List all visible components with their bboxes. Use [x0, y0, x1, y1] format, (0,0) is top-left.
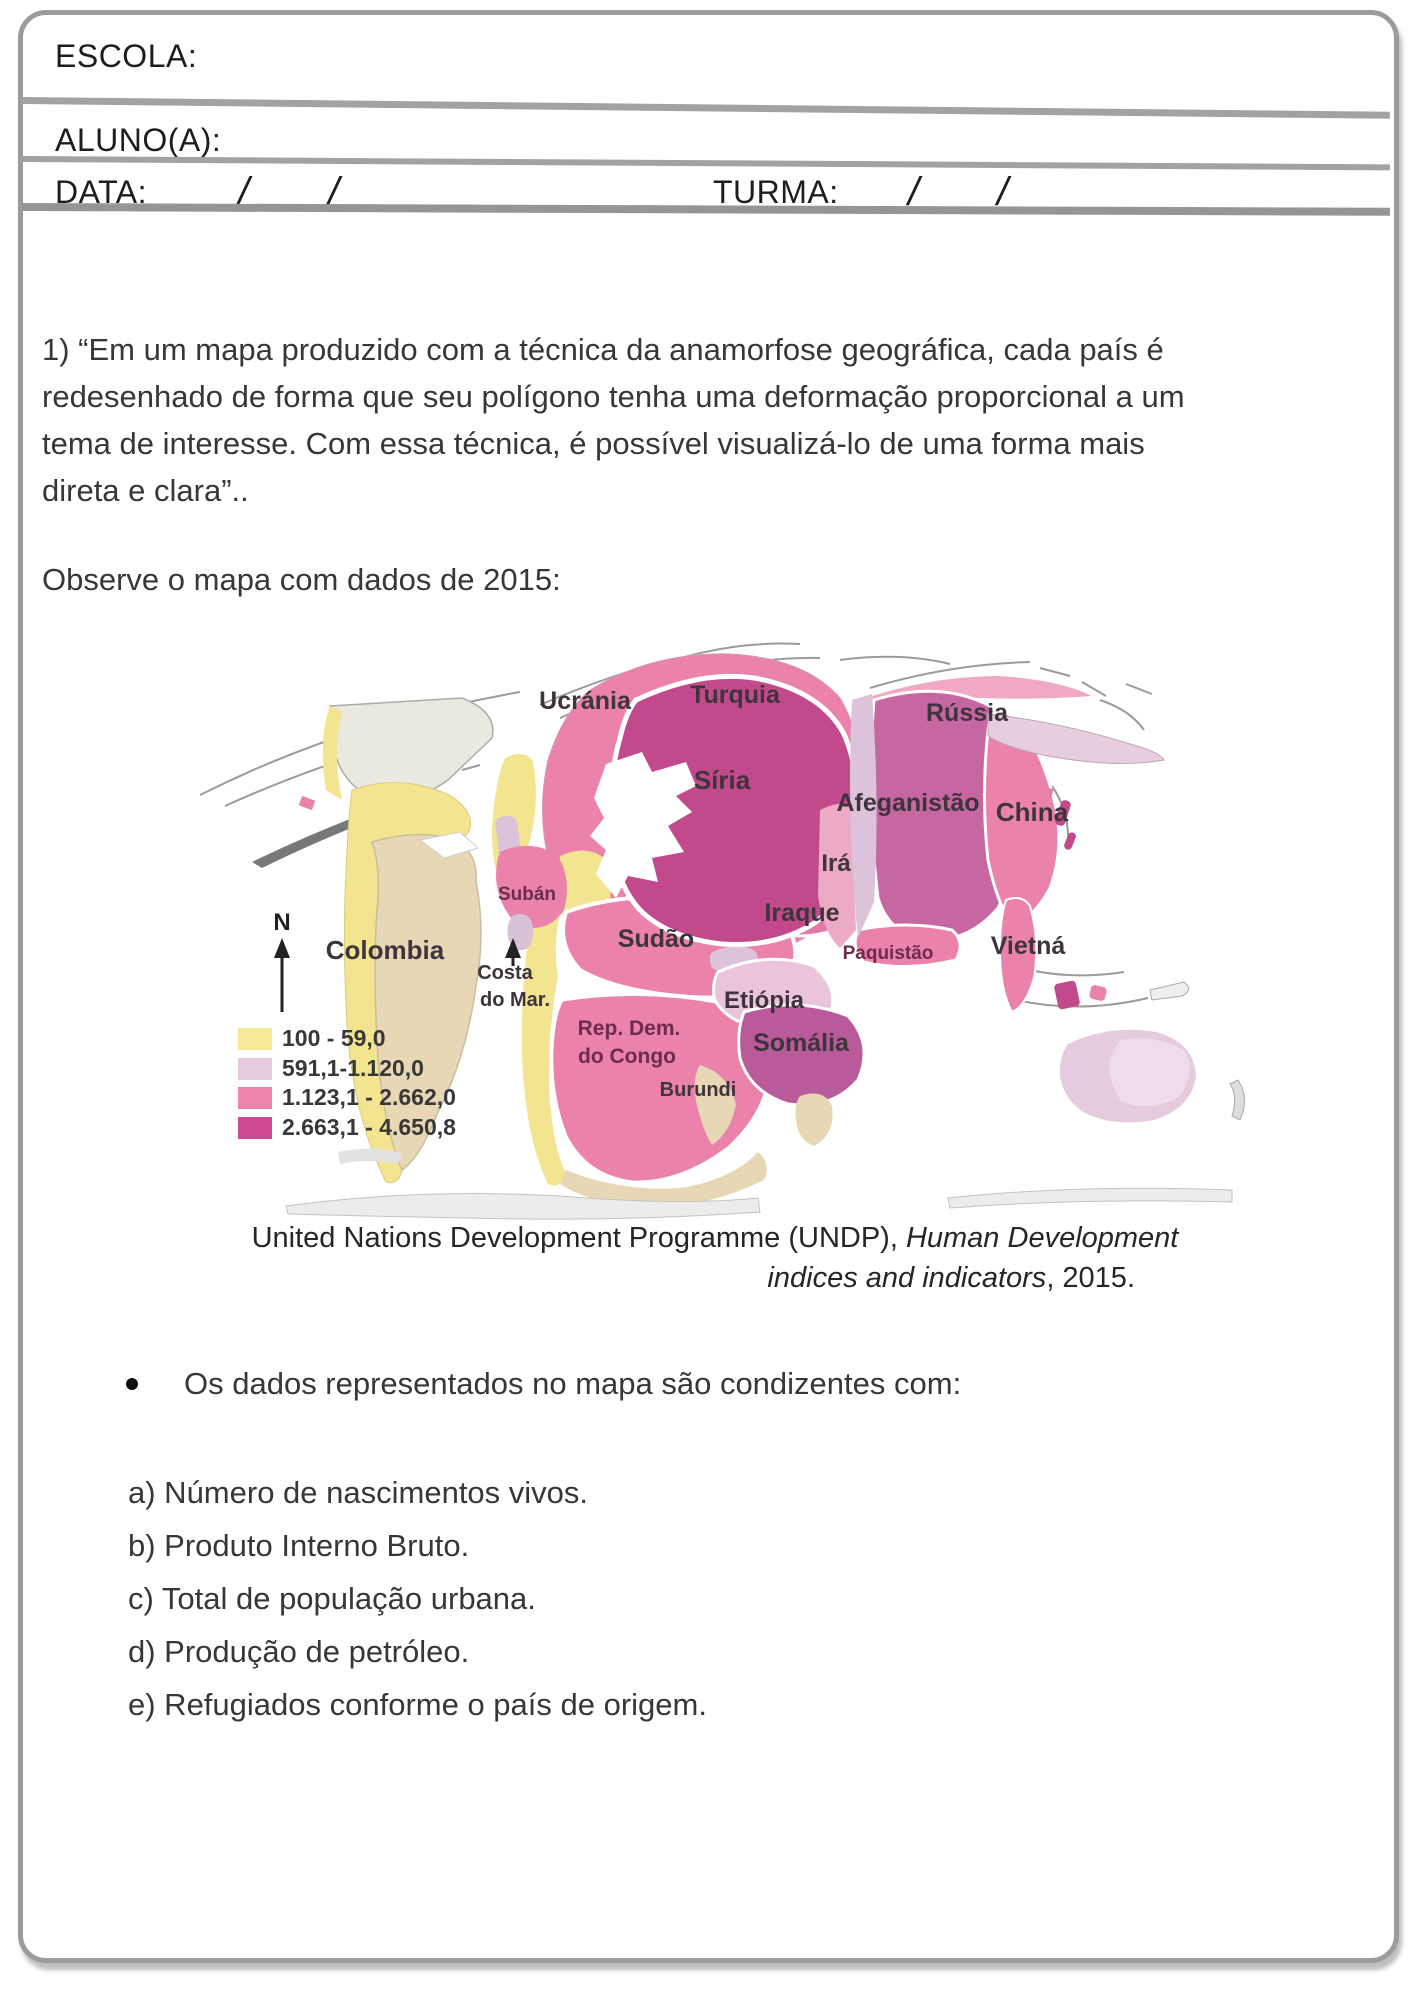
map-label-ira: Irá — [821, 850, 851, 877]
map-label-paquistao: Paquistão — [843, 943, 934, 964]
antarctica-region — [285, 1148, 1233, 1220]
observe-line: Observe o mapa com dados de 2015: — [42, 562, 561, 597]
class-slash-1: / — [908, 170, 920, 214]
caption-regular-2: , 2015. — [1046, 1262, 1135, 1294]
map-label-iraque: Iraque — [764, 899, 839, 927]
map-label-etiopia: Etiópia — [724, 987, 805, 1014]
option-d: d) Produção de petróleo. — [128, 1634, 470, 1669]
date-slash-2: / — [328, 170, 340, 214]
iran-lavender-strip — [850, 694, 877, 938]
question-line-4: direta e clara”.. — [42, 473, 249, 508]
map-label-do-congo: do Congo — [578, 1045, 676, 1068]
legend-label-4: 2.663,1 - 4.650,8 — [282, 1114, 456, 1140]
caption-regular-1: United Nations Development Programme (UN… — [251, 1222, 906, 1254]
map-caption-line-1: United Nations Development Programme (UN… — [200, 1222, 1230, 1255]
map-label-siria: Síria — [694, 765, 751, 795]
cartogram-map: N 100 - 59,0 591,1-1.120,0 1.123,1 - 2.6… — [199, 642, 1245, 1220]
map-label-somalia: Somália — [753, 1029, 850, 1057]
map-label-sudao: Sudão — [618, 925, 694, 953]
class-label: TURMA: — [713, 174, 839, 210]
suban-region — [496, 845, 567, 928]
legend-swatch-2 — [238, 1058, 272, 1080]
somalia-region — [737, 1003, 866, 1107]
legend-label-1: 100 - 59,0 — [282, 1025, 386, 1051]
question-line-3: tema de interesse. Com essa técnica, é p… — [42, 426, 1145, 461]
legend-label-3: 1.123,1 - 2.662,0 — [282, 1084, 456, 1110]
pakistan-region — [853, 923, 962, 968]
date-slash-1: / — [238, 170, 250, 214]
options-list: a) Número de nascimentos vivos. b) Produ… — [128, 1466, 707, 1731]
africa-regions — [496, 845, 866, 1207]
map-label-ucrania: Ucránia — [539, 687, 632, 715]
map-legend: 100 - 59,0 591,1-1.120,0 1.123,1 - 2.662… — [238, 1025, 456, 1140]
option-a: a) Número de nascimentos vivos. — [128, 1475, 589, 1510]
south-america-region — [343, 781, 482, 1184]
question-line-1: 1) “Em um mapa produzido com a técnica d… — [42, 332, 1164, 367]
iran-region — [818, 803, 856, 948]
caption-italic-2: indices and indicators — [767, 1262, 1047, 1294]
school-label: ESCOLA: — [55, 38, 198, 74]
australia-region — [1059, 1029, 1196, 1123]
europe-white-gap — [590, 752, 696, 898]
option-b: b) Produto Interno Bruto. — [128, 1528, 470, 1563]
question-text: 1) “Em um mapa produzido com a técnica d… — [42, 326, 1185, 514]
question-line-2: redesenhado de forma que seu polígono te… — [42, 379, 1185, 414]
country-labels: Ucránia Turquia Rússia Síria Afeganistão… — [326, 681, 1069, 1101]
map-label-burundi: Burundi — [660, 1079, 737, 1101]
map-label-costa: Costa — [477, 962, 533, 984]
bullet-icon — [126, 1378, 138, 1390]
map-caption-line-2: indices and indicators, 2015. — [695, 1262, 1135, 1295]
map-label-vietna: Vietná — [991, 932, 1066, 960]
map-label-turquia: Turquia — [690, 681, 781, 709]
north-arrow-icon: N — [273, 909, 291, 1012]
map-label-suban: Subán — [498, 884, 556, 905]
costa-do-mar-arrow-icon — [505, 938, 521, 966]
legend-label-2: 591,1-1.120,0 — [282, 1055, 424, 1081]
option-c: c) Total de população urbana. — [128, 1581, 536, 1616]
student-label: ALUNO(A): — [55, 122, 222, 158]
map-label-do-mar: do Mar. — [480, 989, 550, 1011]
legend-swatch-3 — [238, 1087, 272, 1109]
vietnam-region — [998, 897, 1038, 1014]
class-slash-2: / — [997, 170, 1009, 214]
compass-label: N — [273, 909, 290, 936]
map-label-russia: Rússia — [926, 699, 1009, 727]
caption-italic-1: Human Development — [905, 1222, 1179, 1254]
map-label-china: China — [996, 797, 1069, 827]
bullet-text: Os dados representados no mapa são condi… — [184, 1366, 962, 1401]
map-label-colombia: Colombia — [326, 935, 445, 965]
legend-swatch-1 — [238, 1028, 272, 1050]
map-label-rep-dem: Rep. Dem. — [578, 1017, 681, 1040]
option-e: e) Refugiados conforme o país de origem. — [128, 1687, 707, 1722]
legend-swatch-4 — [238, 1117, 272, 1139]
north-america-region — [298, 697, 494, 811]
map-label-afeganistao: Afeganistão — [836, 789, 979, 817]
